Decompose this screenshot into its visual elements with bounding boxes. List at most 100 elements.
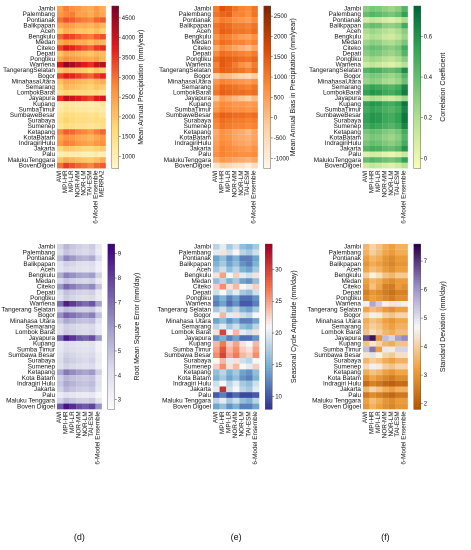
heatmap-cell [93,129,100,135]
heatmap-cell [232,67,239,74]
heatmap-cell [246,318,253,324]
colorbar-segment [111,122,119,126]
heatmap-cell [57,392,64,398]
heatmap-cell [239,249,247,256]
heatmap-cell [75,101,82,107]
heatmap-cell [82,312,90,319]
heatmap-cell [369,375,376,381]
colorbar-segment [107,332,115,336]
heatmap-cell [213,112,220,119]
heatmap-cell [395,95,402,102]
heatmap-cell [219,323,227,330]
heatmap-cell [232,151,239,158]
heatmap-cell [382,6,389,12]
heatmap-cell [382,392,389,398]
row-label: Aceh [346,266,361,273]
heatmap-cell [57,323,64,330]
heatmap-cell [225,73,233,79]
colorbar-segment [263,111,271,115]
heatmap-cell [251,140,258,147]
heatmap-cell [239,380,247,387]
colorbar-tick-label: 0.4 [424,75,433,81]
heatmap-cell [246,380,253,387]
colorbar-segment [263,125,271,129]
heatmap-cell [363,255,370,262]
heatmap-cell [75,123,82,130]
heatmap-cell [251,90,258,96]
heatmap-cell [369,318,376,324]
heatmap-cell [93,28,100,35]
heatmap-cell [245,6,252,12]
colorbar-segment [111,95,119,99]
row-label: Bogor [344,73,362,80]
heatmap-cell [369,295,376,302]
heatmap-cell [219,34,226,40]
heatmap-cell [382,272,389,279]
colorbar-tick-label: 1000 [122,155,136,161]
heatmap-cell [363,45,370,51]
heatmap-cell [388,329,396,336]
heatmap-cell [82,380,90,387]
colorbar-tick-label: 2 [424,402,428,408]
heatmap-cell [369,45,376,51]
heatmap-cell [69,118,76,124]
heatmap-cell [239,340,247,347]
heatmap-cell [81,56,88,63]
heatmap-cell [382,397,389,404]
heatmap-cell [363,266,370,273]
heatmap-cell [401,352,408,359]
colorbar-segment [111,106,119,110]
heatmap-cell [69,123,76,130]
heatmap-cell [69,392,77,398]
heatmap-cell [245,45,252,51]
heatmap-cell [81,95,88,102]
colorbar-segment [263,127,271,131]
heatmap-cell [363,323,370,330]
colorbar-segment [111,149,119,153]
heatmap-cell [375,369,383,376]
heatmap-cell [395,403,402,410]
colorbar-segment [413,373,421,377]
row-label: Kota Batam [22,375,55,382]
heatmap-cell [95,346,102,353]
heatmap-cell [382,157,389,163]
colorbar-segment [265,401,273,405]
colorbar-segment [413,401,421,405]
heatmap-cell [401,249,408,256]
colorbar-segment [413,370,421,374]
heatmap-cell [57,112,64,119]
column-label: 6-Model Ensemble [401,411,408,465]
heatmap-cell [388,346,396,353]
heatmap-cell [225,118,233,124]
colorbar-segment [107,370,115,374]
heatmap-cell [395,67,402,74]
row-label: Pongtiku [30,295,55,302]
heatmap-cell [69,244,77,250]
heatmap-cell [76,272,83,279]
heatmap-cell [369,118,376,124]
heatmap-cell [99,95,106,102]
colorbar-tick-label: 0 [274,116,278,122]
heatmap-cell [375,151,383,158]
colorbar-segment [111,100,119,104]
colorbar-segment [265,334,273,338]
heatmap-cell [89,266,96,273]
column-label: NOR-LM [80,170,87,195]
heatmap-cell [213,323,220,330]
heatmap-cell [395,392,402,398]
heatmap-cell [246,352,253,359]
row-label: Bengkulu [184,34,211,41]
heatmap-cell [69,272,77,279]
heatmap-cell [239,335,247,341]
heatmap-cell [69,28,76,35]
colorbar-segment [107,290,115,294]
heatmap-cell [63,118,70,124]
heatmap-cell [395,162,402,169]
heatmap-cell [388,272,396,279]
colorbar-segment [263,14,271,18]
heatmap-cell [81,151,88,158]
heatmap-cell [225,129,233,135]
heatmap-cell [89,375,96,381]
heatmap-cell [369,6,376,12]
row-label: Surabaya [334,358,362,365]
